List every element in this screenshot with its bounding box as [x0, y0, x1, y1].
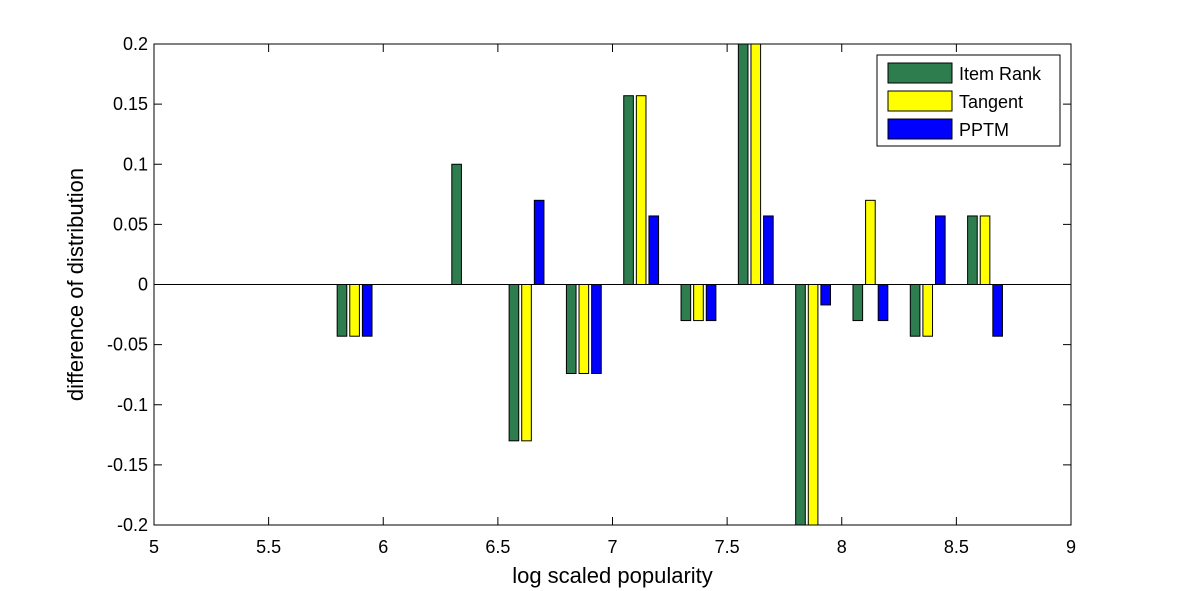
x-axis-label: log scaled popularity: [512, 563, 713, 588]
bar-item-rank-1: [451, 163, 462, 285]
x-tick-label: 9: [1066, 537, 1076, 557]
bar-tangent-8: [865, 199, 876, 285]
bar-pptm-5: [705, 284, 717, 322]
bar-pptm-3: [591, 284, 602, 374]
bar-item-rank-8: [852, 284, 864, 322]
bar-tangent-2: [521, 284, 532, 442]
bar-pptm-10: [992, 284, 1003, 337]
legend-label-pptm: PPTM: [959, 120, 1009, 140]
bar-item-rank-3: [565, 284, 577, 374]
bar-tangent-5: [693, 284, 704, 322]
legend: Item Rank Tangent PPTM: [876, 54, 1061, 147]
x-tick-label: 5: [149, 537, 159, 557]
legend-label-item-rank: Item Rank: [959, 64, 1042, 84]
y-tick-label: -0.15: [107, 455, 148, 475]
y-tick-label: -0.1: [117, 395, 148, 415]
bar-tangent-0: [349, 284, 360, 337]
bar-item-rank-9: [909, 284, 921, 337]
y-tick-label: 0.2: [123, 34, 148, 54]
x-tick-label: 7: [607, 537, 617, 557]
x-tick-label: 7.5: [715, 537, 740, 557]
x-tick-label: 5.5: [256, 537, 281, 557]
legend-swatch-pptm: [887, 118, 953, 140]
y-tick-label: 0: [138, 275, 148, 295]
bar-pptm-0: [361, 284, 373, 337]
bar-tangent-9: [922, 284, 934, 337]
bar-item-rank-10: [967, 215, 978, 286]
y-axis-label: difference of distribution: [63, 168, 88, 401]
x-tick-label: 8.5: [944, 537, 969, 557]
bar-pptm-8: [877, 284, 889, 322]
bar-pptm-7: [820, 284, 832, 306]
y-tick-label: 0.1: [123, 154, 148, 174]
bar-pptm-4: [648, 215, 660, 286]
bar-item-rank-5: [680, 284, 692, 322]
y-tick-label: 0.15: [113, 94, 148, 114]
bar-item-rank-4: [623, 95, 634, 285]
bar-item-rank-6: [737, 43, 749, 285]
bar-tangent-10: [979, 215, 991, 286]
bar-pptm-2: [533, 199, 545, 285]
legend-label-tangent: Tangent: [959, 92, 1023, 112]
x-axis: 5 5.5 6 6.5 7 7.5 8 8.5 9: [149, 44, 1076, 557]
bar-item-rank-0: [336, 284, 348, 337]
bar-item-rank-7: [795, 284, 806, 526]
y-tick-label: -0.2: [117, 515, 148, 535]
bar-pptm-6: [763, 215, 774, 286]
legend-swatch-item-rank: [887, 62, 953, 84]
bar-tangent-4: [635, 95, 647, 285]
legend-swatch-tangent: [887, 90, 953, 112]
bar-tangent-6: [750, 43, 762, 285]
y-tick-label: -0.05: [107, 335, 148, 355]
bar-item-rank-2: [508, 284, 520, 442]
bar-tangent-7: [807, 284, 819, 526]
y-tick-label: 0.05: [113, 214, 148, 234]
x-tick-label: 6: [378, 537, 388, 557]
bar-tangent-3: [578, 284, 590, 374]
x-tick-label: 8: [837, 537, 847, 557]
y-axis: -0.2 -0.15 -0.1 -0.05 0 0.05 0.1 0.15 0.2: [107, 34, 1071, 535]
bar-pptm-9: [935, 215, 946, 286]
x-tick-label: 6.5: [485, 537, 510, 557]
